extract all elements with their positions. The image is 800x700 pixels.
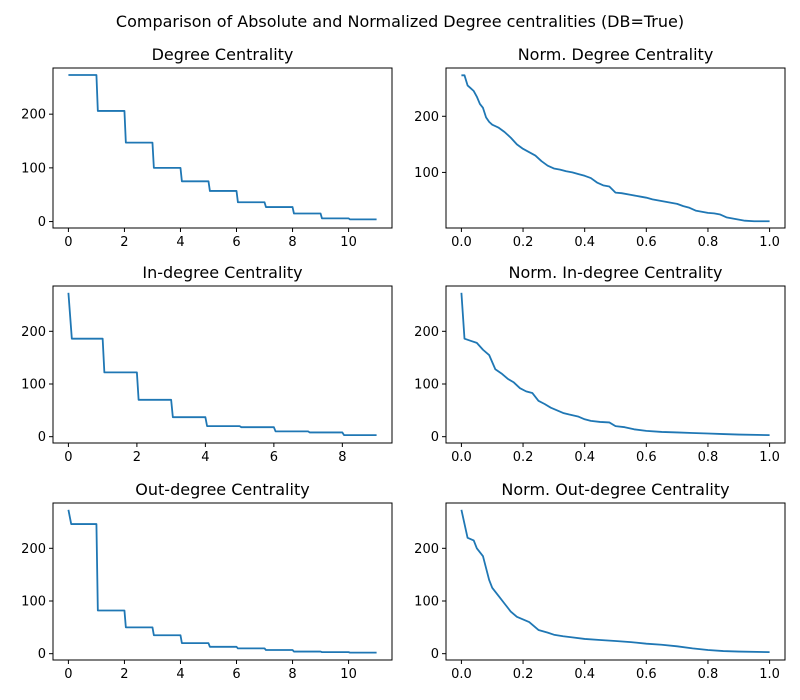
x-tick-label: 0.2 (513, 235, 534, 250)
x-tick-label: 0 (64, 235, 72, 250)
x-tick-label: 2 (120, 235, 128, 250)
x-tick-label: 2 (120, 667, 128, 682)
x-tick-label: 0.2 (513, 450, 534, 465)
y-tick-label: 100 (21, 594, 46, 609)
y-tick-label: 200 (21, 108, 46, 123)
x-tick-label: 0 (64, 450, 72, 465)
x-tick-label: 2 (133, 450, 141, 465)
figure-suptitle: Comparison of Absolute and Normalized De… (116, 12, 684, 31)
x-tick-label: 6 (270, 450, 278, 465)
y-tick-label: 0 (38, 430, 46, 445)
subplot-title: Norm. Degree Centrality (518, 45, 714, 64)
x-tick-label: 4 (201, 450, 209, 465)
x-tick-label: 0.6 (636, 450, 657, 465)
x-tick-label: 8 (338, 450, 346, 465)
axes-frame (52, 67, 393, 229)
x-tick-label: 0.2 (513, 667, 534, 682)
x-tick-label: 0.6 (636, 235, 657, 250)
series-line-1 (460, 509, 770, 653)
y-tick-label: 200 (414, 325, 439, 340)
y-tick-label: 200 (414, 542, 439, 557)
y-tick-label: 100 (414, 377, 439, 392)
y-tick-label: 200 (414, 110, 439, 125)
axes-frame (445, 67, 786, 229)
axes-frame (445, 285, 786, 444)
x-tick-label: 6 (232, 667, 240, 682)
y-tick-label: 100 (21, 377, 46, 392)
x-tick-label: 0.8 (698, 667, 719, 682)
x-tick-label: 8 (288, 667, 296, 682)
x-tick-label: 0.8 (698, 450, 719, 465)
subplot-6: Norm. Out-degree Centrality 0.0 0.2 0.4 0.6 0… (414, 480, 786, 682)
x-tick-label: 0 (64, 667, 72, 682)
series-line-1 (68, 74, 377, 221)
x-tick-label: 8 (288, 235, 296, 250)
subplot-title: Out-degree Centrality (135, 480, 309, 499)
y-tick-label: 0 (431, 647, 439, 662)
y-tick-label: 200 (21, 542, 46, 557)
x-tick-label: 4 (176, 667, 184, 682)
x-tick-label: 10 (340, 667, 357, 682)
x-tick-label: 1.0 (759, 235, 780, 250)
x-tick-label: 1.0 (759, 450, 780, 465)
axes-frame (52, 502, 393, 661)
x-tick-label: 0.8 (698, 235, 719, 250)
subplot-title: In-degree Centrality (142, 263, 302, 282)
x-tick-label: 0.6 (636, 667, 657, 682)
x-tick-label: 0.0 (451, 235, 472, 250)
y-tick-label: 0 (38, 647, 46, 662)
subplot-4: Norm. In-degree Centrality 0.0 0.2 0.4 0.6 0.… (414, 263, 786, 465)
series-line-1 (67, 509, 377, 654)
y-tick-label: 100 (414, 594, 439, 609)
y-tick-label: 0 (38, 215, 46, 230)
subplot-title: Degree Centrality (152, 45, 294, 64)
y-tick-label: 0 (431, 430, 439, 445)
x-tick-label: 10 (340, 235, 357, 250)
x-tick-label: 0.4 (574, 667, 595, 682)
y-tick-label: 200 (21, 325, 46, 340)
x-tick-label: 4 (176, 235, 184, 250)
series-line-1 (460, 292, 770, 436)
subplot-2: Norm. Degree Centrality 0.0 0.2 0.4 0.6 0.8 1.… (414, 45, 786, 250)
axes-frame (445, 502, 786, 661)
y-tick-label: 100 (21, 161, 46, 176)
x-tick-label: 0.4 (574, 235, 595, 250)
axes-frame (52, 285, 393, 444)
x-tick-label: 0.0 (451, 450, 472, 465)
series-line-1 (461, 74, 770, 223)
x-tick-label: 0.4 (574, 450, 595, 465)
x-tick-label: 0.0 (451, 667, 472, 682)
x-tick-label: 6 (232, 235, 240, 250)
x-tick-label: 1.0 (759, 667, 780, 682)
y-tick-label: 100 (414, 166, 439, 181)
subplot-title: Norm. In-degree Centrality (508, 263, 722, 282)
series-line-1 (67, 292, 377, 437)
subplot-title: Norm. Out-degree Centrality (501, 480, 729, 499)
subplot-3: In-degree Centrality 0 2 4 6 8 0 100 200 (21, 263, 393, 465)
